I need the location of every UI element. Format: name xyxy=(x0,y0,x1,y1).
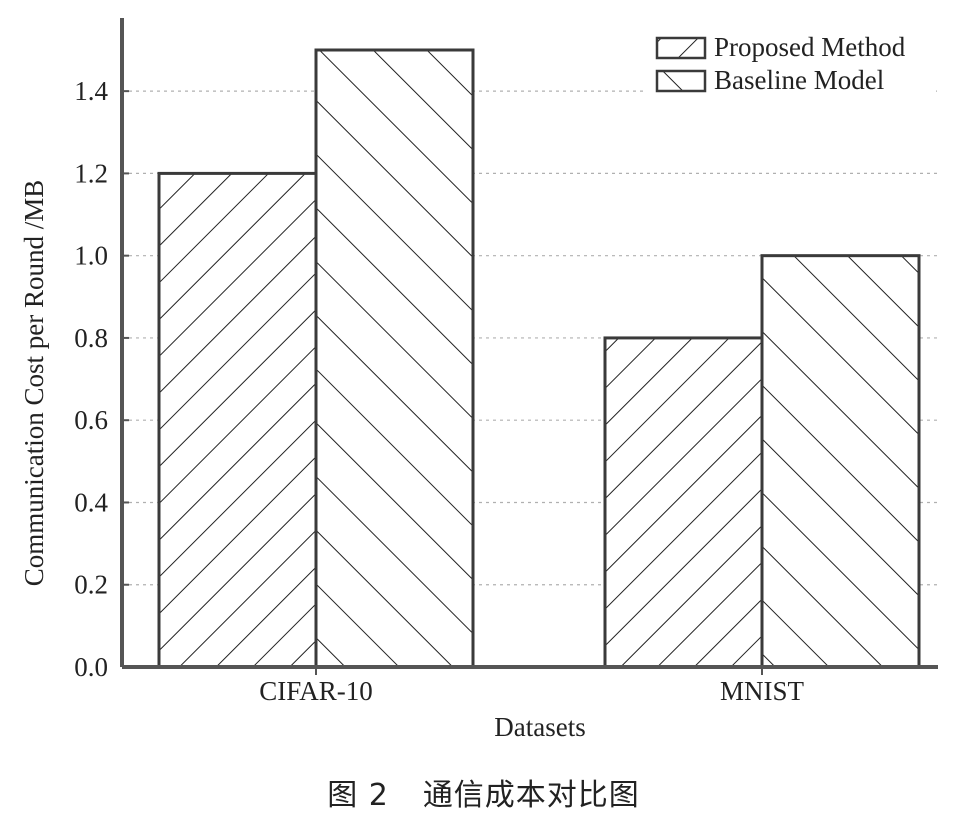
legend-label: Baseline Model xyxy=(714,65,884,95)
bar xyxy=(314,48,475,669)
y-axis-label: Communication Cost per Round /MB xyxy=(19,180,49,587)
figure-caption: 图 2 通信成本对比图 xyxy=(0,770,967,814)
y-tick-label: 1.4 xyxy=(74,76,108,106)
bars xyxy=(157,48,921,669)
bar xyxy=(760,254,921,669)
y-tick-label: 0.8 xyxy=(74,323,108,353)
bar-mnist-baseline-model xyxy=(760,254,921,669)
legend-swatch xyxy=(655,36,707,60)
legend-item: Proposed Method xyxy=(655,32,906,62)
x-tick-label: CIFAR-10 xyxy=(259,676,373,706)
bar-mnist-proposed-method xyxy=(603,336,764,669)
figure-title: 通信成本对比图 xyxy=(422,778,640,813)
legend-item: Baseline Model xyxy=(655,65,884,95)
bar-cifar-10-proposed-method xyxy=(157,171,318,669)
y-tick-label: 1.2 xyxy=(74,158,108,188)
bar-chart: 0.0 0.2 0.4 0.6 0.8 1.0 1.2 1.4 CIFAR-10 MNIST C… xyxy=(19,18,938,742)
y-tick-label: 1.0 xyxy=(74,241,108,271)
y-ticks: 0.0 0.2 0.4 0.6 0.8 1.0 1.2 1.4 xyxy=(74,76,129,682)
bar xyxy=(603,336,764,669)
y-tick-label: 0.4 xyxy=(74,487,108,517)
x-tick-label: MNIST xyxy=(720,676,805,706)
axes xyxy=(120,18,938,669)
y-tick-label: 0.2 xyxy=(74,570,108,600)
y-tick-label: 0.0 xyxy=(74,652,108,682)
y-tick-label: 0.6 xyxy=(74,405,108,435)
legend-swatch xyxy=(655,69,707,93)
bar-cifar-10-baseline-model xyxy=(314,48,475,669)
legend-label: Proposed Method xyxy=(714,32,906,62)
x-ticks: CIFAR-10 MNIST xyxy=(259,667,805,706)
figure-number: 图 2 xyxy=(327,778,389,813)
x-axis-label: Datasets xyxy=(494,712,585,742)
bar xyxy=(157,171,318,669)
